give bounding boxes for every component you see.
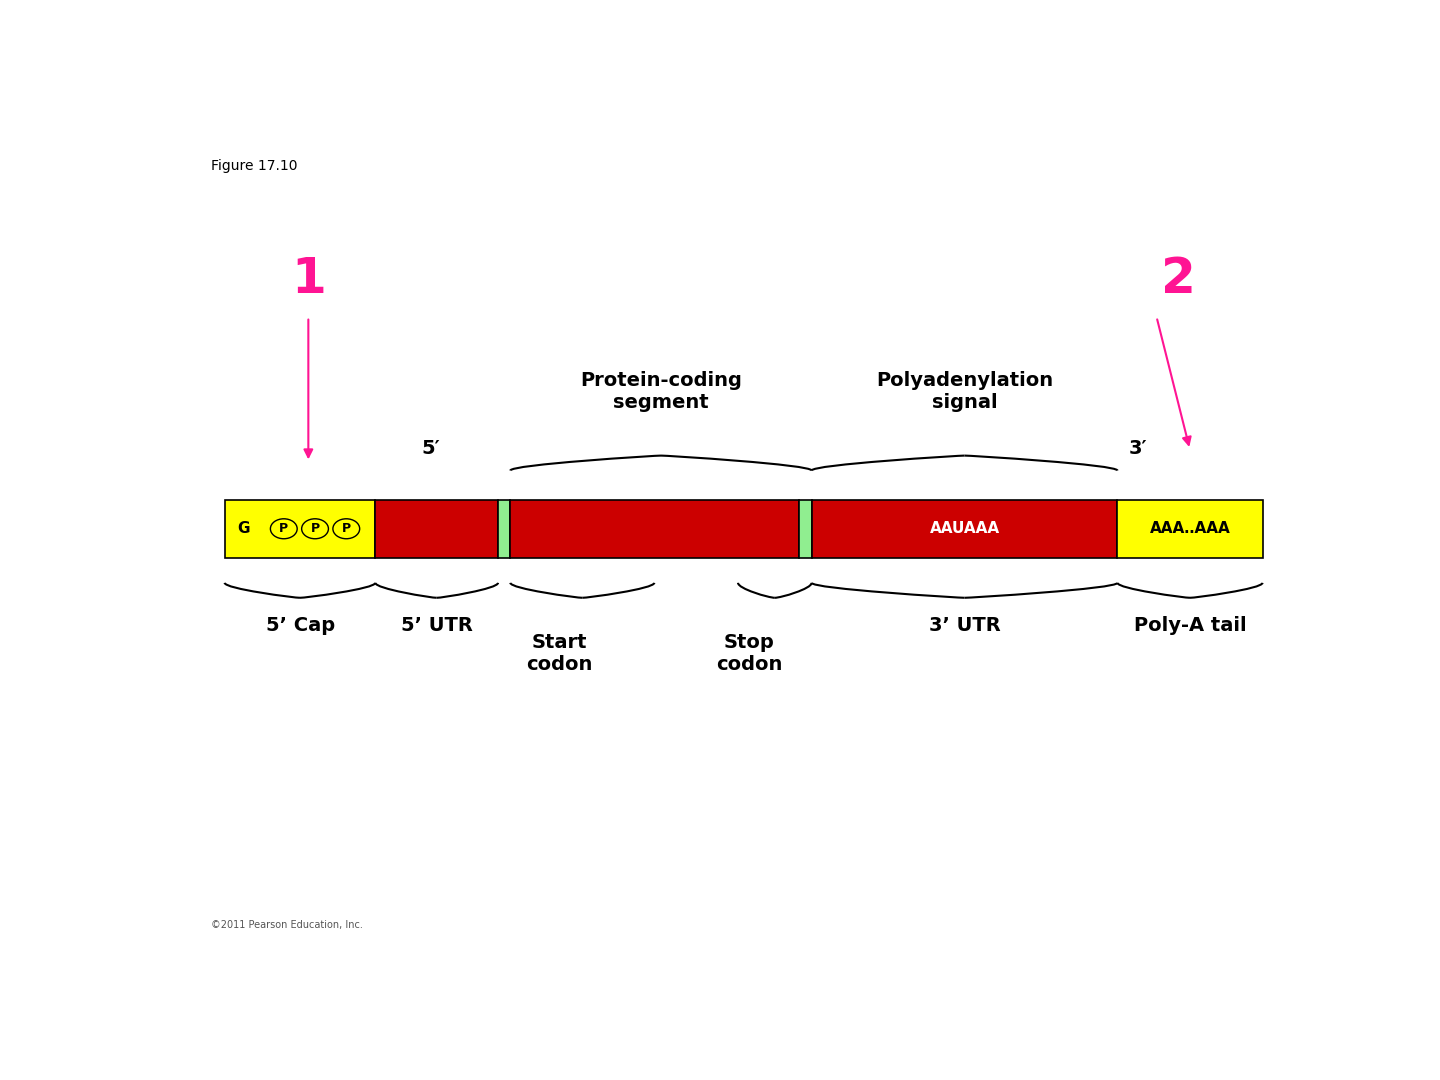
Text: AAA‥AAA: AAA‥AAA: [1149, 522, 1230, 537]
Text: 5’ Cap: 5’ Cap: [266, 616, 336, 635]
Bar: [498, 500, 510, 558]
Text: AAUAAA: AAUAAA: [929, 522, 999, 537]
Text: P: P: [311, 523, 320, 536]
Circle shape: [333, 518, 360, 539]
Text: P: P: [279, 523, 288, 536]
Text: 1: 1: [291, 255, 325, 303]
Text: 2: 2: [1162, 255, 1197, 303]
Text: 5′: 5′: [422, 440, 441, 458]
Text: P: P: [341, 523, 351, 536]
Text: Polyadenylation
signal: Polyadenylation signal: [876, 372, 1053, 413]
Text: ©2011 Pearson Education, Inc.: ©2011 Pearson Education, Inc.: [212, 919, 363, 930]
Text: G: G: [238, 522, 251, 537]
Text: Poly-A tail: Poly-A tail: [1133, 616, 1246, 635]
Circle shape: [271, 518, 297, 539]
Bar: [510, 500, 799, 558]
Text: Figure 17.10: Figure 17.10: [212, 159, 298, 173]
Bar: [225, 500, 376, 558]
Bar: [1117, 500, 1263, 558]
Bar: [799, 500, 812, 558]
Bar: [812, 500, 1117, 558]
Text: Stop
codon: Stop codon: [716, 633, 782, 674]
Text: 3′: 3′: [1128, 440, 1146, 458]
Text: Start
codon: Start codon: [526, 633, 593, 674]
Text: 5’ UTR: 5’ UTR: [400, 616, 472, 635]
Bar: [376, 500, 498, 558]
Text: 3’ UTR: 3’ UTR: [929, 616, 1001, 635]
Text: Protein-coding
segment: Protein-coding segment: [580, 372, 742, 413]
Circle shape: [301, 518, 328, 539]
